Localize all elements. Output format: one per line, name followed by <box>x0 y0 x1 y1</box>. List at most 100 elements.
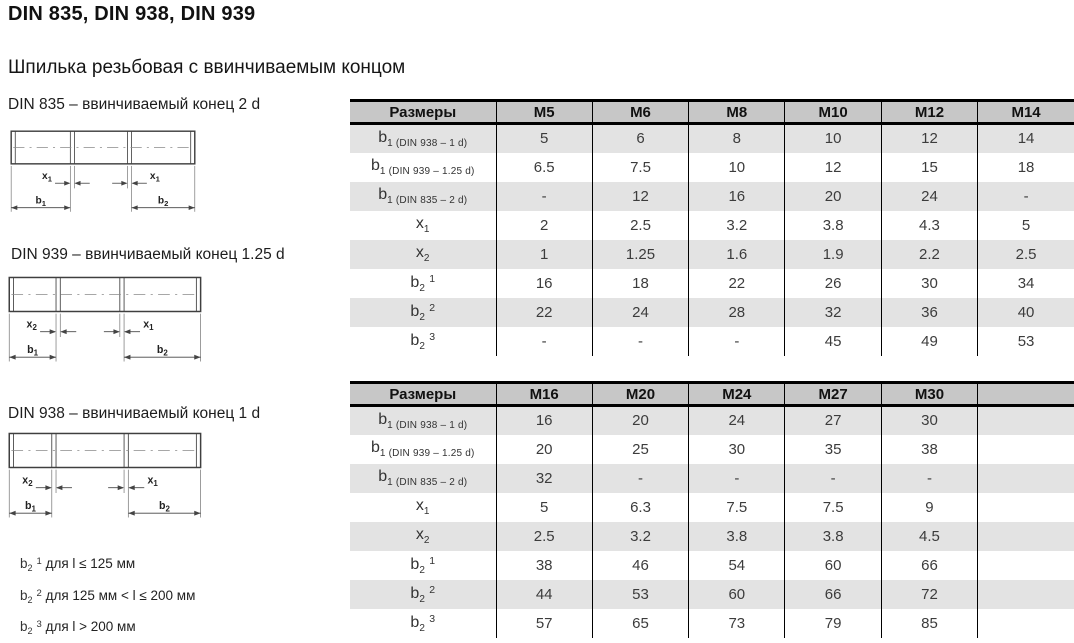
table-row: x2 2.5 3.2 3.8 3.8 4.5 <box>350 521 1074 551</box>
value-cell: 38 <box>880 434 978 464</box>
value-cell: 5 <box>977 210 1074 240</box>
row-label: x1 <box>415 497 430 517</box>
table-row: b1 (DIN 939 – 1.25 d) 20 25 30 35 38 <box>350 434 1074 464</box>
svg-text:x2: x2 <box>27 318 38 332</box>
value-cell: 8 <box>688 123 785 153</box>
row-label: b1 (DIN 835 – 2 d) <box>378 468 468 488</box>
value-cell: 32 <box>784 297 882 327</box>
table-row: b2 3 57 65 73 79 85 <box>350 608 1074 638</box>
size-table-m16-m30: Размеры M16 M20 M24 M27 M30 b1 (DIN 938 – 1 d)… <box>350 381 1074 638</box>
value-cell: 24 <box>591 297 689 327</box>
value-cell: 1.9 <box>784 239 882 269</box>
value-cell <box>977 434 1074 464</box>
value-cell: 22 <box>495 297 593 327</box>
value-cell: - <box>880 463 978 493</box>
stud-drawing-din-939: x2 x1 b1 b2 <box>5 266 207 374</box>
value-cell: 20 <box>784 181 882 211</box>
value-cell: 1 <box>495 239 593 269</box>
value-cell: 24 <box>880 181 978 211</box>
svg-text:x2: x2 <box>22 474 33 488</box>
value-cell: 35 <box>784 434 882 464</box>
row-label: b1 (DIN 938 – 1 d) <box>378 410 468 431</box>
value-cell: 2.5 <box>495 521 593 551</box>
diagram-caption-din-835: DIN 835 – ввинчиваемый конец 2 d <box>8 96 261 113</box>
value-cell: 79 <box>784 608 882 638</box>
value-cell <box>977 463 1074 493</box>
svg-text:b2: b2 <box>159 500 171 514</box>
value-cell <box>977 521 1074 551</box>
value-cell: 66 <box>784 579 882 609</box>
svg-text:x1: x1 <box>150 171 161 184</box>
footnote-b2-2: b2 2 для 125 мм < l ≤ 200 мм <box>20 588 196 605</box>
value-cell: 6.3 <box>591 492 689 522</box>
value-cell: 36 <box>880 297 978 327</box>
value-cell: 2.5 <box>977 239 1074 269</box>
value-cell: - <box>591 326 689 356</box>
value-cell: 12 <box>591 181 689 211</box>
table-row: b2 1 16 18 22 26 30 34 <box>350 268 1074 298</box>
value-cell: 5 <box>495 492 593 522</box>
value-cell: 18 <box>591 268 689 298</box>
row-label: b1 (DIN 939 – 1.25 d) <box>370 439 475 459</box>
value-cell: 5 <box>495 123 593 153</box>
value-cell: 53 <box>977 326 1074 356</box>
value-cell: - <box>495 326 593 356</box>
value-cell: 65 <box>591 608 689 638</box>
table-row: x1 2 2.5 3.2 3.8 4.3 5 <box>350 210 1074 240</box>
value-cell: 28 <box>688 297 785 327</box>
value-cell: 20 <box>495 434 593 464</box>
stud-diagram-svg: x1 x1 b1 b2 <box>10 130 196 212</box>
value-cell <box>977 492 1074 522</box>
value-cell: 12 <box>880 123 978 153</box>
value-cell: 4.5 <box>880 521 978 551</box>
value-cell: 14 <box>977 123 1074 153</box>
value-cell: 7.5 <box>591 152 689 182</box>
value-cell: 12 <box>784 152 882 182</box>
column-header: Размеры <box>350 100 496 125</box>
value-cell: - <box>784 463 882 493</box>
footnote-b2-1: b2 1 для l ≤ 125 мм <box>20 556 136 573</box>
page-subtitle: Шпилька резьбовая с ввинчиваемым концом <box>8 57 406 78</box>
table-row: b2 3- - -45 49 53 <box>350 326 1074 356</box>
svg-text:x1: x1 <box>42 171 53 184</box>
header-row: Размеры M5 M6 M8 M10 M12 M14 <box>350 100 1074 125</box>
diagram-caption-din-939: DIN 939 – ввинчиваемый конец 1.25 d <box>11 246 285 263</box>
row-label: b2 3 <box>410 612 436 634</box>
value-cell: 38 <box>495 550 593 580</box>
value-cell: 22 <box>688 268 785 298</box>
value-cell: - <box>495 181 593 211</box>
value-cell: 34 <box>977 268 1074 298</box>
row-label: b1 (DIN 939 – 1.25 d) <box>370 157 475 177</box>
value-cell: - <box>591 463 689 493</box>
svg-text:b2: b2 <box>157 344 169 358</box>
page-title: DIN 835, DIN 938, DIN 939 <box>8 3 256 25</box>
column-header: M6 <box>591 100 689 125</box>
stud-drawing-din-938: x2 x1 b1 b2 <box>5 422 207 530</box>
header-row: Размеры M16 M20 M24 M27 M30 <box>350 382 1074 407</box>
column-header: M27 <box>784 382 882 407</box>
column-header: M10 <box>784 100 882 125</box>
svg-text:b2: b2 <box>158 196 168 209</box>
column-header: M5 <box>495 100 593 125</box>
value-cell: 3.2 <box>688 210 785 240</box>
value-cell <box>977 405 1074 435</box>
value-cell: 60 <box>688 579 785 609</box>
value-cell: 49 <box>880 326 978 356</box>
column-header: M12 <box>880 100 978 125</box>
stud-diagram-svg: x2 x1 b1 b2 <box>8 432 202 518</box>
value-cell: 85 <box>880 608 978 638</box>
value-cell: 7.5 <box>784 492 882 522</box>
stud-drawing-din-835: x1 x1 b1 b2 <box>5 121 203 223</box>
value-cell: 20 <box>591 405 689 435</box>
size-table-m5-m14: Размеры M5 M6 M8 M10 M12 M14 b1 (DIN 938 – 1 d)… <box>350 99 1074 356</box>
value-cell: 7.5 <box>688 492 785 522</box>
value-cell: 4.3 <box>880 210 978 240</box>
value-cell: 60 <box>784 550 882 580</box>
value-cell: - <box>688 463 785 493</box>
row-label: b2 1 <box>410 554 436 576</box>
table-row: b2 2 44 53 60 66 72 <box>350 579 1074 609</box>
value-cell: 1.6 <box>688 239 785 269</box>
value-cell: 3.8 <box>688 521 785 551</box>
column-header: M30 <box>880 382 978 407</box>
